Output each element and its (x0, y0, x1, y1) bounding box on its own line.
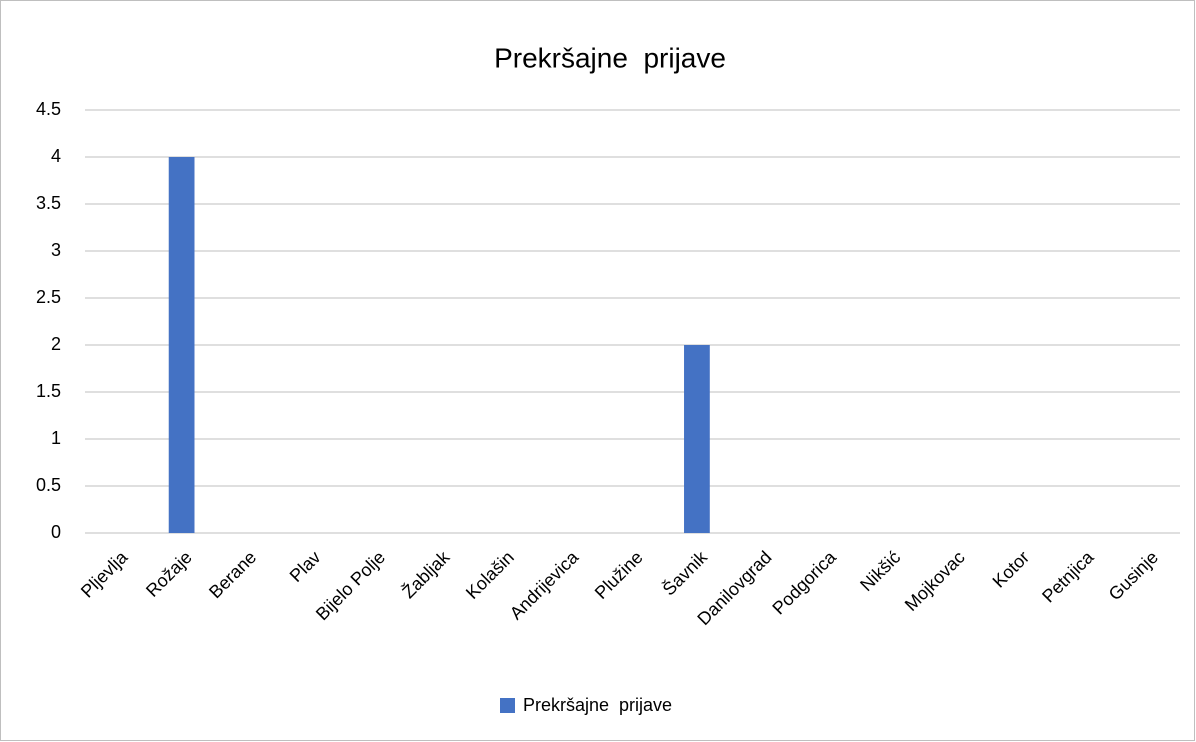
y-tick-label: 2 (51, 334, 61, 354)
bar (684, 345, 710, 533)
y-tick-label: 2.5 (36, 287, 61, 307)
y-tick-label: 0 (51, 522, 61, 542)
y-tick-label: 0.5 (36, 475, 61, 495)
y-tick-label: 4 (51, 146, 61, 166)
y-tick-label: 1 (51, 428, 61, 448)
legend-label: Prekršajne prijave (523, 695, 672, 715)
y-tick-label: 1.5 (36, 381, 61, 401)
legend-swatch (500, 698, 515, 713)
y-tick-label: 3 (51, 240, 61, 260)
y-tick-label: 3.5 (36, 193, 61, 213)
chart-title: Prekršajne prijave (494, 42, 726, 73)
y-tick-label: 4.5 (36, 99, 61, 119)
bar (168, 157, 195, 533)
